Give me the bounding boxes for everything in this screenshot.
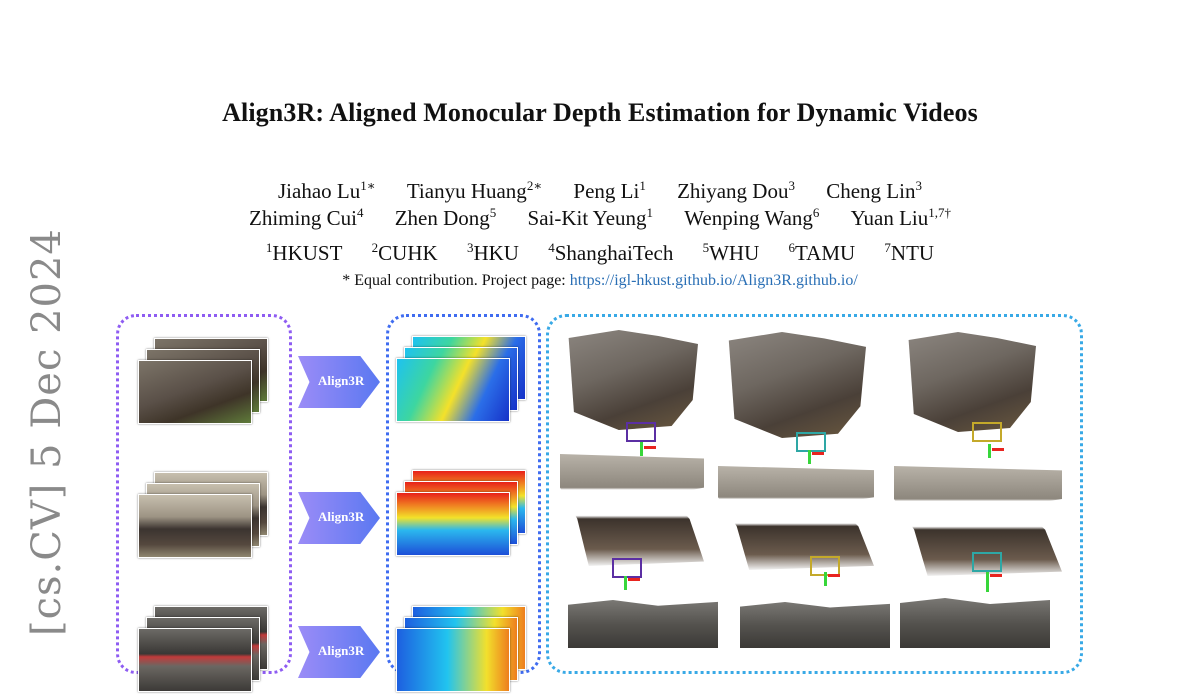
arrow-label: Align3R	[318, 643, 365, 658]
input-frames-room	[138, 606, 268, 694]
camera-axis-icon	[986, 572, 989, 592]
author: Zhen Dong5	[394, 205, 497, 230]
affiliation: 1HKUST	[265, 240, 343, 265]
authors-line-1: Jiahao Lu1∗ Tianyu Huang2∗ Peng Li1 Zhiy…	[0, 178, 1200, 204]
affiliation: 4ShanghaiTech	[548, 240, 674, 265]
input-frames-bear	[138, 338, 268, 426]
affiliation: 2CUHK	[371, 240, 438, 265]
align3r-arrow: Align3R	[298, 626, 380, 678]
author: Sai-Kit Yeung1	[527, 205, 654, 230]
author: Zhiyang Dou3	[677, 178, 795, 203]
point-cloud-room	[568, 600, 718, 648]
video-frame	[138, 494, 252, 558]
point-cloud-room	[740, 602, 890, 648]
author: Tianyu Huang2∗	[406, 178, 543, 203]
camera-axis-icon	[628, 578, 640, 581]
note-prefix: * Equal contribution. Project page:	[342, 272, 570, 289]
affiliation: 3HKU	[466, 240, 519, 265]
affiliation: 6TAMU	[788, 240, 856, 265]
video-frame	[138, 360, 252, 424]
author: Yuan Liu1,7†	[850, 205, 951, 230]
depth-map	[396, 628, 510, 692]
camera-frustum-icon	[612, 558, 642, 578]
equal-contribution-note: * Equal contribution. Project page: http…	[0, 272, 1200, 290]
camera-frustum-icon	[972, 552, 1002, 572]
camera-frustum-icon	[796, 432, 826, 452]
point-cloud-room	[900, 598, 1050, 648]
author: Jiahao Lu1∗	[278, 178, 376, 203]
input-frames-crowd	[138, 472, 268, 560]
affiliations: 1HKUST 2CUHK 3HKU 4ShanghaiTech 5WHU 6TA…	[0, 240, 1200, 266]
camera-axis-icon	[992, 448, 1004, 451]
camera-axis-icon	[988, 444, 991, 458]
depth-map	[396, 492, 510, 556]
camera-axis-icon	[828, 574, 840, 577]
camera-axis-icon	[824, 572, 827, 586]
arrow-label: Align3R	[318, 373, 365, 388]
point-cloud-bear	[728, 332, 866, 438]
camera-axis-icon	[644, 446, 656, 449]
camera-axis-icon	[990, 574, 1002, 577]
camera-axis-icon	[812, 452, 824, 455]
arrow-label: Align3R	[318, 509, 365, 524]
author: Peng Li1	[573, 178, 646, 203]
author: Cheng Lin3	[826, 178, 922, 203]
author: Wenping Wang6	[684, 205, 820, 230]
depth-map	[396, 358, 510, 422]
author: Zhiming Cui4	[249, 205, 364, 230]
camera-axis-icon	[640, 442, 643, 456]
point-cloud-bear	[908, 332, 1036, 432]
video-frame	[138, 628, 252, 692]
point-cloud-bear	[568, 330, 698, 430]
affiliation: 5WHU	[702, 240, 760, 265]
paper-title: Align3R: Aligned Monocular Depth Estimat…	[222, 98, 978, 127]
camera-axis-icon	[624, 576, 627, 590]
align3r-arrow: Align3R	[298, 356, 380, 408]
align3r-arrow: Align3R	[298, 492, 380, 544]
depth-maps-room	[396, 606, 526, 694]
authors-line-2: Zhiming Cui4 Zhen Dong5 Sai-Kit Yeung1 W…	[0, 205, 1200, 231]
camera-axis-icon	[808, 450, 811, 464]
project-page-link[interactable]: https://igl-hkust.github.io/Align3R.gith…	[569, 272, 858, 289]
depth-maps-crowd	[396, 470, 526, 558]
camera-frustum-icon	[626, 422, 656, 442]
depth-maps-bear	[396, 336, 526, 424]
camera-frustum-icon	[972, 422, 1002, 442]
affiliation: 7NTU	[884, 240, 935, 265]
